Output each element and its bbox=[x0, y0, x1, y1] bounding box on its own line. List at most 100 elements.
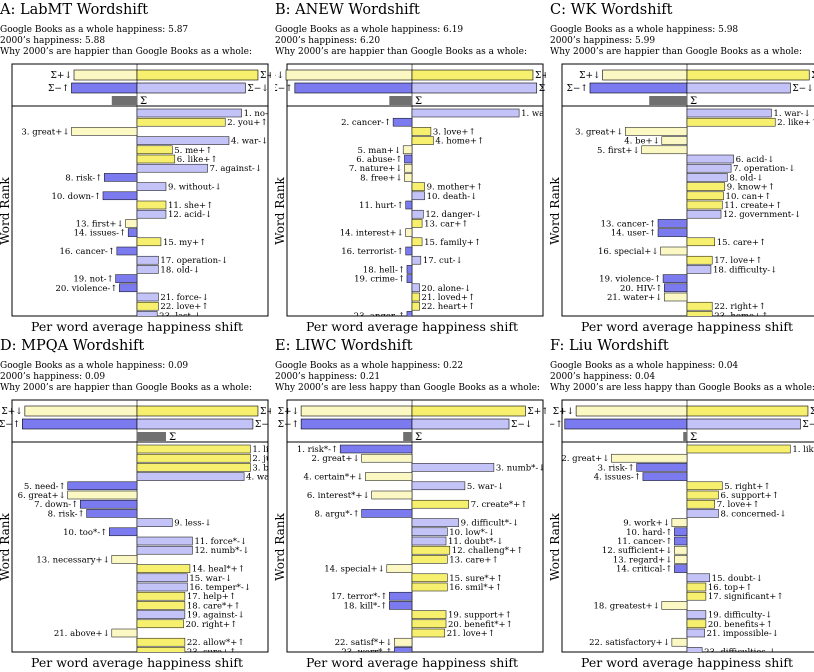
word-label: 3. love+↑ bbox=[433, 127, 476, 137]
word-bar bbox=[674, 527, 688, 537]
word-bar bbox=[686, 573, 710, 583]
word-label: 17. love+↑ bbox=[714, 256, 762, 266]
word-label: 20. alone-↓ bbox=[422, 284, 472, 294]
word-label: 8. old-↓ bbox=[729, 173, 763, 183]
word-label: 10. death-↓ bbox=[427, 192, 478, 202]
word-bar bbox=[411, 292, 420, 302]
word-bar bbox=[686, 619, 707, 629]
panel-f-liu: F: Liu Wordshift Google Books as a whole… bbox=[550, 336, 814, 672]
word-bar bbox=[136, 518, 173, 527]
word-label: 19. violence-↑ bbox=[599, 275, 661, 285]
word-label: 14. special+↓ bbox=[324, 565, 385, 575]
word-bar bbox=[411, 536, 447, 546]
word-label: 4. issues-↑ bbox=[594, 473, 641, 483]
word-bar bbox=[686, 255, 713, 265]
word-bar bbox=[661, 136, 688, 145]
word-label: 11. create+↑ bbox=[724, 201, 782, 211]
word-label: 5. first+↓ bbox=[597, 146, 640, 156]
word-label: 13. cancer-↑ bbox=[601, 219, 656, 229]
word-label: 3. great+↓ bbox=[575, 127, 623, 137]
word-bar bbox=[406, 311, 413, 316]
word-bar bbox=[136, 591, 186, 601]
summary-label-sum: Σ bbox=[690, 96, 697, 107]
summary-label-pos-up: Σ+↑ bbox=[260, 71, 271, 81]
word-bar bbox=[136, 573, 188, 583]
word-bar bbox=[136, 209, 167, 219]
word-label: 16. terrorist-↑ bbox=[341, 247, 403, 257]
word-bar bbox=[686, 591, 707, 601]
word-bar bbox=[394, 647, 413, 652]
word-label: 1. risk*-↑ bbox=[297, 445, 338, 455]
word-bar bbox=[686, 582, 707, 592]
word-label: 12. numb*-↓ bbox=[194, 546, 249, 556]
word-bar bbox=[67, 481, 138, 491]
word-label: 16. temper*-↓ bbox=[189, 583, 251, 593]
summary-bar-pos-down bbox=[300, 405, 413, 417]
summary-label-pos-down: Σ+↓ bbox=[51, 71, 72, 81]
word-label: 1. war-↓ bbox=[521, 109, 546, 119]
word-label: 6. acid-↓ bbox=[736, 155, 775, 165]
word-bar bbox=[136, 311, 158, 316]
word-label: 20. benefits+↑ bbox=[708, 620, 773, 630]
word-bar bbox=[71, 127, 138, 136]
wordshift-chart: Σ+↓ Σ+↑ Σ−↑ Σ−↓ Σ 1. war-↓ 2. cancer-↑ 3. love+… bbox=[275, 63, 546, 334]
summary-label-pos-up: Σ+↑ bbox=[811, 71, 814, 81]
word-bar bbox=[411, 582, 448, 592]
word-label: 15. family+↑ bbox=[424, 238, 481, 248]
summary-bar-pos-down bbox=[575, 405, 688, 417]
summary-bar-pos-up bbox=[411, 69, 534, 81]
word-label: 3. great+↓ bbox=[21, 127, 69, 137]
info-why: Why 2000’s are happier than Google Books… bbox=[550, 47, 803, 57]
word-bar bbox=[109, 527, 138, 537]
word-label: 8. argu*-↑ bbox=[314, 509, 359, 519]
word-label: 11. force*-↓ bbox=[194, 537, 247, 547]
summary-label-sum: Σ bbox=[140, 96, 147, 107]
summary-label-pos-down: Σ+↓ bbox=[1, 407, 22, 417]
word-bar bbox=[136, 255, 159, 265]
word-label: 19. not-↑ bbox=[73, 275, 113, 285]
word-bar bbox=[686, 117, 776, 127]
word-bar bbox=[389, 601, 413, 610]
word-bar bbox=[136, 619, 184, 629]
word-bar bbox=[405, 200, 413, 210]
word-bar bbox=[402, 145, 413, 155]
summary-bar-neg-up bbox=[300, 418, 413, 430]
word-bar bbox=[136, 265, 159, 274]
word-bar bbox=[657, 219, 688, 228]
word-bar bbox=[686, 301, 713, 311]
word-label: 18. old-↓ bbox=[160, 265, 200, 275]
word-bar bbox=[116, 246, 138, 256]
x-axis-label: Per word average happiness shift bbox=[31, 319, 243, 334]
word-bar bbox=[389, 591, 413, 601]
word-bar bbox=[136, 647, 186, 652]
summary-bar-sum bbox=[111, 96, 137, 105]
panel-e-liwc: E: LIWC Wordshift Google Books as a whol… bbox=[275, 336, 546, 672]
word-bar bbox=[686, 499, 715, 509]
word-bar bbox=[136, 564, 191, 573]
word-bar bbox=[411, 619, 447, 629]
summary-label-neg-down: Σ−↓ bbox=[511, 420, 532, 430]
word-label: 14. issues-↑ bbox=[74, 229, 127, 239]
summary-bar-pos-down bbox=[24, 405, 138, 417]
word-bar bbox=[136, 108, 242, 118]
word-label: 9. without-↓ bbox=[168, 183, 222, 193]
word-bar bbox=[392, 117, 413, 127]
word-label: 1. no-↓ bbox=[244, 109, 271, 119]
word-label: 23. anger-↑ bbox=[354, 311, 405, 321]
word-label: 12. challeng*+↑ bbox=[452, 546, 523, 556]
word-bar bbox=[102, 191, 138, 201]
word-bar bbox=[636, 463, 688, 472]
word-bar bbox=[67, 490, 138, 500]
summary-label-neg-down: Σ−↓ bbox=[255, 420, 271, 430]
word-bar bbox=[86, 509, 138, 518]
word-label: 23. difficulties-↓ bbox=[704, 647, 776, 657]
word-bar bbox=[136, 136, 230, 145]
summary-label-neg-up: Σ−↑ bbox=[48, 84, 69, 94]
word-bar bbox=[686, 209, 722, 219]
word-label: 1. like*+↑ bbox=[252, 445, 271, 455]
word-label: 17. significant+↑ bbox=[708, 592, 784, 602]
word-bar bbox=[361, 453, 413, 463]
word-bar bbox=[405, 228, 413, 237]
word-label: 3. risk-↑ bbox=[598, 463, 635, 473]
summary-label-neg-down: Σ−↓ bbox=[792, 84, 813, 94]
